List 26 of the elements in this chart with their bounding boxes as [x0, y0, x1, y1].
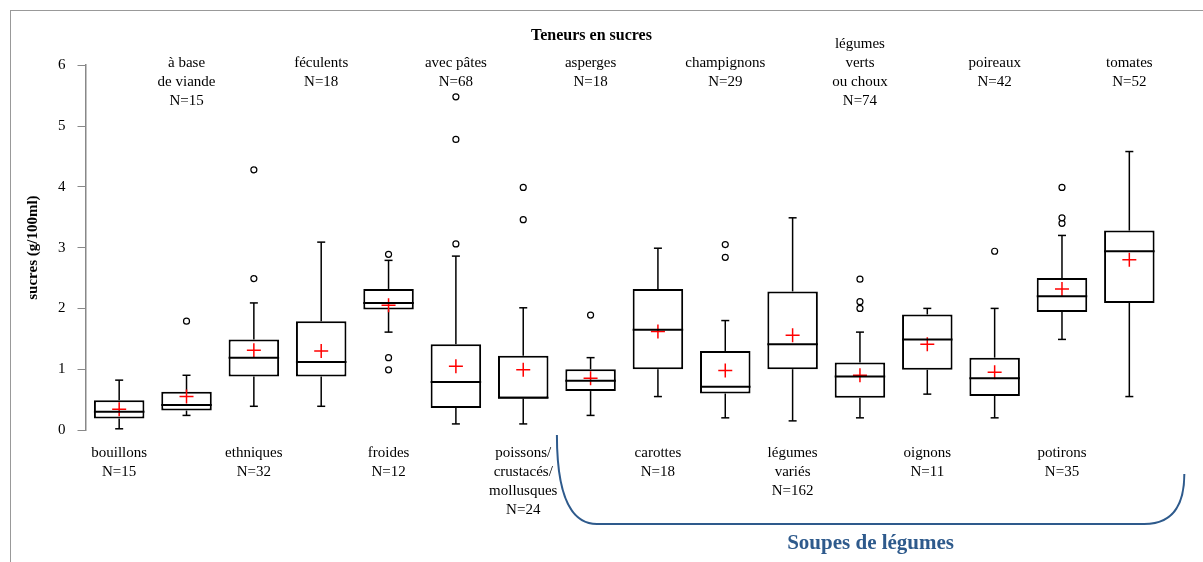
x-tick-label: oignons N=11 — [903, 443, 952, 479]
text: Soupes de légumes — [787, 530, 955, 555]
x-tick-label: froides N=12 — [367, 443, 410, 479]
y-tick-label: 1 — [58, 360, 66, 377]
x-tick-label: potirons N=35 — [1037, 443, 1087, 479]
x-tick-label: avec pâtes N=68 — [424, 54, 488, 90]
x-tick-label: ethniques N=32 — [225, 443, 283, 479]
x-tick-label: à base de viande N=15 — [157, 54, 216, 109]
x-tick-label: féculents N=18 — [294, 54, 349, 90]
x-tick-label: asperges N=18 — [564, 54, 617, 90]
x-tick-label: poissons/ crustacés/ mollusques N=24 — [489, 443, 558, 517]
x-tick-label: carottes N=18 — [634, 443, 682, 479]
y-tick-label: 2 — [58, 299, 66, 316]
x-tick-label: tomates N=52 — [1106, 54, 1153, 90]
x-tick-label: poireaux N=42 — [968, 54, 1022, 90]
y-tick-label: 0 — [58, 420, 66, 437]
x-tick-label: bouillons N=15 — [91, 443, 148, 479]
x-tick-label: légumes verts ou choux N=74 — [832, 35, 889, 109]
y-axis-title: sucres (g/100ml) — [23, 195, 41, 300]
y-tick-label: 4 — [58, 177, 66, 194]
x-tick-label: légumes variés N=162 — [767, 443, 818, 498]
y-tick-label: 5 — [58, 116, 66, 133]
y-tick-label: 3 — [58, 238, 66, 255]
chart-title: Teneurs en sucres — [531, 25, 652, 43]
y-tick-label: 6 — [58, 56, 66, 73]
x-tick-label: champignons N=29 — [685, 54, 766, 90]
